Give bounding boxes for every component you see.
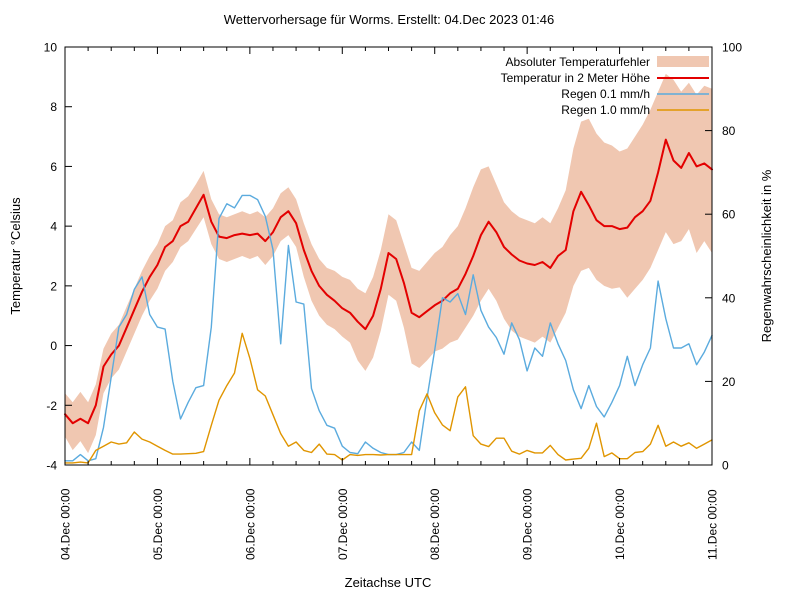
y-right-tick-label: 40 xyxy=(722,291,736,305)
legend-label: Regen 0.1 mm/h xyxy=(561,87,650,101)
axis-ticks xyxy=(64,46,713,466)
axis-titles: Zeitachse UTC Temperatur °Celsius Regenwah… xyxy=(8,169,774,590)
series-group xyxy=(64,73,713,464)
x-tick-label: 10.Dec 00:00 xyxy=(613,488,627,560)
y-left-tick-label: 0 xyxy=(50,339,57,353)
x-tick-label: 04.Dec 00:00 xyxy=(59,488,73,560)
y-right-tick-label: 0 xyxy=(722,459,729,473)
legend-item: Regen 0.1 mm/h xyxy=(561,87,709,101)
legend-label: Temperatur in 2 Meter Höhe xyxy=(501,71,651,85)
y-left-tick-label: 8 xyxy=(50,100,57,114)
x-tick-label: 07.Dec 00:00 xyxy=(336,488,350,560)
y-right-axis-label: Regenwahrscheinlichkeit in % xyxy=(759,169,774,342)
legend: Absoluter Temperaturfehler Temperatur in … xyxy=(501,55,709,117)
x-axis-label: Zeitachse UTC xyxy=(345,575,432,590)
legend-band-swatch xyxy=(657,56,709,67)
temperature-line xyxy=(64,138,713,425)
y-left-tick-label: -4 xyxy=(46,459,57,473)
legend-label: Regen 1.0 mm/h xyxy=(561,103,650,117)
rain-10-line xyxy=(64,332,713,464)
x-tick-label: 08.Dec 00:00 xyxy=(428,488,442,560)
y-right-tick-label: 100 xyxy=(722,41,742,55)
chart-title: Wettervorhersage für Worms. Erstellt: 04… xyxy=(223,12,555,27)
x-tick-label: 06.Dec 00:00 xyxy=(243,488,257,560)
y-right-tick-label: 20 xyxy=(722,375,736,389)
x-tick-label: 09.Dec 00:00 xyxy=(521,488,535,560)
legend-item: Regen 1.0 mm/h xyxy=(561,103,709,117)
y-left-tick-label: 2 xyxy=(50,279,57,293)
y-left-tick-label: -2 xyxy=(46,399,57,413)
y-right-tick-label: 60 xyxy=(722,208,736,222)
y-left-tick-label: 10 xyxy=(44,41,58,55)
legend-item: Absoluter Temperaturfehler xyxy=(505,55,709,69)
temperature-error-band xyxy=(65,73,712,454)
legend-label: Absoluter Temperaturfehler xyxy=(505,55,650,69)
y-left-axis-label: Temperatur °Celsius xyxy=(8,197,23,315)
y-left-tick-label: 6 xyxy=(50,160,57,174)
y-left-tick-label: 4 xyxy=(50,220,57,234)
legend-item: Temperatur in 2 Meter Höhe xyxy=(501,71,709,85)
x-tick-label: 11.Dec 00:00 xyxy=(706,489,720,560)
x-tick-label: 05.Dec 00:00 xyxy=(151,488,165,560)
y-right-tick-label: 80 xyxy=(722,124,736,138)
